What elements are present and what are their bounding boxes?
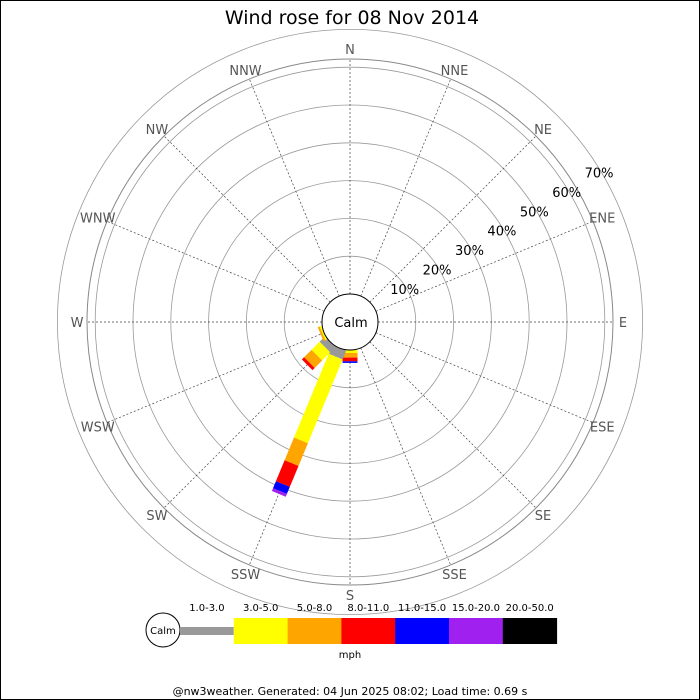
direction-label-w: W [71,316,84,331]
bar-sw-5.0-8.0 [304,349,323,368]
spoke-sw [163,341,331,509]
spoke-wnw [106,221,325,312]
spoke-nnw [249,78,340,297]
bar-ssw-15.0-20.0 [271,488,287,497]
legend-swatch-3.0-5.0 [233,618,289,644]
direction-label-ene: ENE [589,212,615,227]
legend-swatch-15.0-20.0 [449,618,504,644]
spoke-se [369,341,537,509]
direction-label-nw: NW [146,123,169,138]
legend-label-5.0-8.0: 5.0-8.0 [297,603,332,614]
legend-label-1.0-3.0: 1.0-3.0 [189,603,224,614]
legend-label-8.0-11.0: 8.0-11.0 [347,603,389,614]
spoke-nw [163,135,331,303]
percent-label-60pct: 60% [552,186,581,201]
legend-swatch-8.0-11.0 [341,618,396,644]
spoke-nne [360,78,451,297]
percent-label-10pct: 10% [390,283,419,298]
spoke-ne [369,135,537,303]
legend-swatch-1.0-3.0 [180,627,234,635]
percent-label-50pct: 50% [520,205,549,220]
bar-s-3.0-5.0 [342,350,358,353]
legend-swatch-20.0-50.0 [502,618,558,644]
spoke-sse [360,347,451,566]
direction-labels: N NNE NE ENE E ESE SE SSE S SSW SW WSW W WNW NW NNW [71,43,628,604]
spoke-ese [375,332,594,423]
bar-s-11.0-15.0 [342,361,358,363]
direction-label-ese: ESE [590,420,615,435]
grid-ring-40pct [170,142,530,502]
direction-label-nnw: NNW [229,64,261,79]
direction-label-wsw: WSW [81,420,115,435]
direction-label-ne: NE [534,123,552,138]
bar-ssw-8.0-11.0 [275,460,299,487]
bar-ssw-11.0-15.0 [273,481,290,494]
spoke-ene [375,221,594,312]
percent-label-20pct: 20% [423,264,452,279]
percent-label-30pct: 30% [455,244,484,259]
bar-wsw-3.0-5.0 [319,325,327,341]
direction-label-sse: SSE [442,568,467,583]
chart-title: Wind rose for 08 Nov 2014 [225,7,479,29]
grid-ring-outer [86,58,614,586]
percent-labels: 10% 20%30%40% 50%60% 70% [390,166,613,298]
bar-s-5.0-8.0 [342,353,358,358]
direction-label-se: SE [535,509,551,524]
direction-label-s: S [346,589,354,604]
percent-label-70pct: 70% [585,166,614,181]
bar-wsw-5.0-8.0 [317,326,326,342]
calm-label: Calm [334,316,367,331]
direction-label-ssw: SSW [231,568,261,583]
calm-circle: Calm [321,293,379,351]
bar-sw-3.0-5.0 [311,341,331,361]
legend-unit-label: mph [339,650,361,661]
legend-label-3.0-5.0: 3.0-5.0 [243,603,278,614]
spoke-wsw [106,332,325,423]
legend-calm-label: Calm [150,626,176,637]
grid-ring-60pct [94,66,606,578]
direction-label-n: N [345,43,355,58]
direction-label-e: E [619,316,627,331]
grid-ring-70pct [56,28,644,616]
footer-text: @nw3weather. Generated: 04 Jun 2025 08:0… [173,685,528,698]
legend-swatch-11.0-15.0 [395,618,450,644]
direction-label-wnw: WNW [80,212,116,227]
legend-swatch-5.0-8.0 [287,618,342,644]
bar-ssw-5.0-8.0 [284,437,308,466]
percent-label-40pct: 40% [487,225,516,240]
legend-label-20.0-50.0: 20.0-50.0 [506,603,554,614]
bar-s-8.0-11.0 [342,357,358,362]
legend-label-15.0-20.0: 15.0-20.0 [452,603,500,614]
legend-label-11.0-15.0: 11.0-15.0 [398,603,446,614]
grid-ring-20pct [245,217,454,426]
speed-legend: Calm 1.0-3.0 3.0-5.0 5.0-8.0 8.0-11.0 11.0-1… [145,603,558,661]
direction-label-nne: NNE [441,64,469,79]
bar-sw-8.0-11.0 [301,357,315,371]
wind-bars [271,325,358,497]
direction-label-sw: SW [146,509,167,524]
bar-ssw-3.0-5.0 [294,353,343,444]
